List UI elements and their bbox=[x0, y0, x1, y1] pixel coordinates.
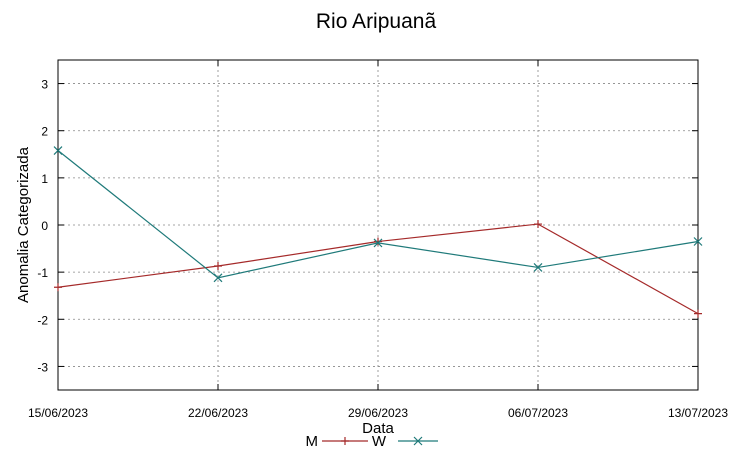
series-w bbox=[53, 146, 703, 283]
data-point-w bbox=[373, 238, 383, 248]
data-point-m bbox=[534, 220, 542, 229]
legend-item-w: W bbox=[372, 433, 438, 450]
data-point-m bbox=[54, 283, 62, 292]
legend-marker bbox=[413, 436, 423, 446]
data-point-w bbox=[693, 237, 703, 246]
legend-label: W bbox=[372, 433, 387, 450]
grid-lines bbox=[58, 60, 698, 390]
y-tick-label: 1 bbox=[41, 172, 48, 186]
chart-title: Rio Aripuanã bbox=[316, 10, 437, 33]
y-tick-label: 0 bbox=[41, 219, 48, 233]
series-line-w bbox=[57, 150, 699, 279]
legend-marker bbox=[341, 437, 349, 445]
y-tick-label: -2 bbox=[37, 313, 48, 327]
y-axis-label: Anomalia Categorizada bbox=[15, 146, 32, 303]
y-tick-label: 2 bbox=[41, 125, 48, 139]
data-point-m bbox=[374, 237, 382, 246]
x-tick-label: 06/07/2023 bbox=[508, 406, 568, 420]
x-axis-label: Data bbox=[362, 420, 394, 437]
legend-label: M bbox=[306, 433, 319, 450]
series-layer bbox=[53, 146, 703, 318]
x-tick-label: 22/06/2023 bbox=[188, 406, 248, 420]
y-tick-label: -3 bbox=[37, 360, 48, 374]
data-point-w bbox=[213, 273, 223, 283]
y-tick-label: -1 bbox=[37, 266, 48, 280]
legend-item-m: M bbox=[306, 433, 368, 450]
data-point-m bbox=[214, 262, 222, 271]
series-m bbox=[54, 220, 702, 318]
x-tick-label: 15/06/2023 bbox=[28, 406, 88, 420]
x-tick-label: 13/07/2023 bbox=[668, 406, 728, 420]
x-tick-label: 29/06/2023 bbox=[348, 406, 408, 420]
data-point-m bbox=[694, 309, 702, 318]
y-tick-label: 3 bbox=[41, 78, 48, 92]
data-point-w bbox=[53, 146, 63, 155]
x-axis: 15/06/2023 22/06/2023 29/06/2023 06/07/2023… bbox=[28, 60, 728, 420]
data-point-w bbox=[533, 263, 543, 272]
y-axis: 3 2 1 0 -1 -2 -3 bbox=[37, 78, 698, 374]
